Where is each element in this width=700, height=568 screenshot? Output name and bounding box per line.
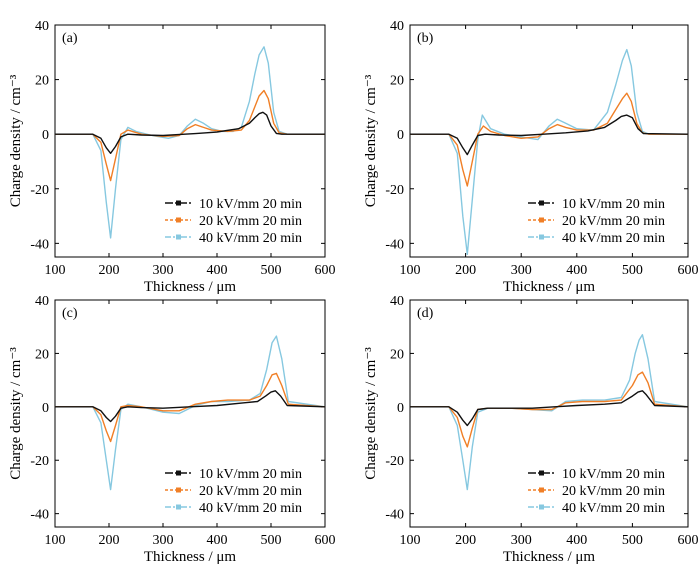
legend-marker xyxy=(176,234,181,240)
x-tick-label: 500 xyxy=(261,533,282,548)
x-axis-label: Thickness / μm xyxy=(144,549,237,565)
legend-marker xyxy=(176,504,181,510)
x-tick-label: 300 xyxy=(153,533,174,548)
y-tick-label: 0 xyxy=(42,401,49,416)
series-line-1 xyxy=(410,390,688,427)
legend-marker xyxy=(176,487,181,493)
legend-marker xyxy=(539,200,544,206)
series-line-1 xyxy=(55,390,325,423)
x-axis-label: Thickness / μm xyxy=(144,279,237,295)
y-tick-label: 40 xyxy=(390,294,404,309)
y-axis-label: Charge density / cm⁻³ xyxy=(8,74,24,207)
y-tick-label: 40 xyxy=(35,294,49,309)
y-axis-label: Charge density / cm⁻³ xyxy=(363,74,379,207)
x-tick-label: 600 xyxy=(678,533,699,548)
y-tick-label: 40 xyxy=(35,19,49,34)
y-tick-label: 20 xyxy=(390,74,404,89)
x-axis-label: Thickness / μm xyxy=(503,549,596,565)
x-tick-label: 400 xyxy=(566,533,587,548)
panel-label: (a) xyxy=(62,31,78,46)
legend-label: 20 kV/mm 20 min xyxy=(562,214,665,229)
legend-marker xyxy=(176,470,181,476)
x-tick-label: 200 xyxy=(455,263,476,278)
x-tick-label: 600 xyxy=(678,263,699,278)
x-tick-label: 200 xyxy=(99,263,120,278)
x-tick-label: 200 xyxy=(99,533,120,548)
x-tick-label: 500 xyxy=(622,533,643,548)
chart-panel-4: 100 200 300 400 500 600 -40 -20 0 20 40 (d) Thicknes… xyxy=(363,294,699,565)
y-axis-label: Charge density / cm⁻³ xyxy=(8,347,24,480)
legend-label: 10 kV/mm 20 min xyxy=(562,197,665,212)
y-tick-label: -20 xyxy=(385,183,404,198)
legend-label: 10 kV/mm 20 min xyxy=(199,197,302,212)
chart-panel-1: 100 200 300 400 500 600 -40 -20 0 20 40 (a) Thicknes… xyxy=(8,19,336,295)
series-line-3 xyxy=(55,335,325,491)
series-line-3 xyxy=(55,46,325,239)
plot-frame xyxy=(409,299,689,528)
x-tick-label: 600 xyxy=(315,533,336,548)
panel-label: (d) xyxy=(417,306,434,321)
y-tick-label: -40 xyxy=(385,237,404,252)
chart-panel-2: 100 200 300 400 500 600 -40 -20 0 20 40 (b) Thicknes… xyxy=(363,19,699,295)
y-tick-label: 20 xyxy=(390,347,404,362)
series-line-2 xyxy=(55,89,325,182)
legend-marker xyxy=(539,217,544,223)
panel-label: (c) xyxy=(62,306,78,321)
series-line-2 xyxy=(410,92,688,187)
x-tick-label: 600 xyxy=(315,263,336,278)
panel-label: (b) xyxy=(417,31,434,46)
series-line-3 xyxy=(410,48,688,256)
x-tick-label: 500 xyxy=(622,263,643,278)
x-tick-label: 100 xyxy=(45,263,66,278)
legend-label: 40 kV/mm 20 min xyxy=(562,231,665,246)
x-tick-label: 300 xyxy=(511,263,532,278)
legend-marker xyxy=(539,470,544,476)
y-tick-label: 40 xyxy=(390,19,404,34)
plot-frame xyxy=(409,24,689,258)
y-tick-label: -40 xyxy=(385,508,404,523)
y-tick-label: -40 xyxy=(30,237,49,252)
series-line-1 xyxy=(410,114,688,156)
y-tick-label: 0 xyxy=(42,128,49,143)
legend-label: 20 kV/mm 20 min xyxy=(562,484,665,499)
legend-marker xyxy=(176,217,181,223)
legend-label: 10 kV/mm 20 min xyxy=(562,467,665,482)
legend-label: 20 kV/mm 20 min xyxy=(199,484,302,499)
series-line-2 xyxy=(410,371,688,448)
chart-panel-3: 100 200 300 400 500 600 -40 -20 0 20 40 (c) Thicknes… xyxy=(8,294,336,565)
x-tick-label: 100 xyxy=(45,533,66,548)
legend-marker xyxy=(539,487,544,493)
y-tick-label: 0 xyxy=(397,401,404,416)
x-tick-label: 400 xyxy=(207,533,228,548)
legend-marker xyxy=(539,234,544,240)
series-line-1 xyxy=(55,111,325,155)
x-tick-label: 300 xyxy=(153,263,174,278)
y-tick-label: -20 xyxy=(30,454,49,469)
x-tick-label: 500 xyxy=(261,263,282,278)
legend-label: 40 kV/mm 20 min xyxy=(199,501,302,516)
y-tick-label: 20 xyxy=(35,74,49,89)
x-tick-label: 300 xyxy=(511,533,532,548)
legend-label: 10 kV/mm 20 min xyxy=(199,467,302,482)
x-tick-label: 100 xyxy=(400,263,421,278)
y-axis-label: Charge density / cm⁻³ xyxy=(363,347,379,480)
legend-label: 20 kV/mm 20 min xyxy=(199,214,302,229)
y-tick-label: 20 xyxy=(35,347,49,362)
x-tick-label: 100 xyxy=(400,533,421,548)
x-tick-label: 400 xyxy=(566,263,587,278)
y-tick-label: -20 xyxy=(385,454,404,469)
legend-marker xyxy=(176,200,181,206)
x-tick-label: 400 xyxy=(207,263,228,278)
plot-frame xyxy=(54,24,326,258)
x-tick-label: 200 xyxy=(455,533,476,548)
x-axis-label: Thickness / μm xyxy=(503,279,596,295)
plot-frame xyxy=(54,299,326,528)
y-tick-label: -20 xyxy=(30,183,49,198)
legend-label: 40 kV/mm 20 min xyxy=(199,231,302,246)
y-tick-label: -40 xyxy=(30,508,49,523)
legend-label: 40 kV/mm 20 min xyxy=(562,501,665,516)
legend-marker xyxy=(539,504,544,510)
y-tick-label: 0 xyxy=(397,128,404,143)
